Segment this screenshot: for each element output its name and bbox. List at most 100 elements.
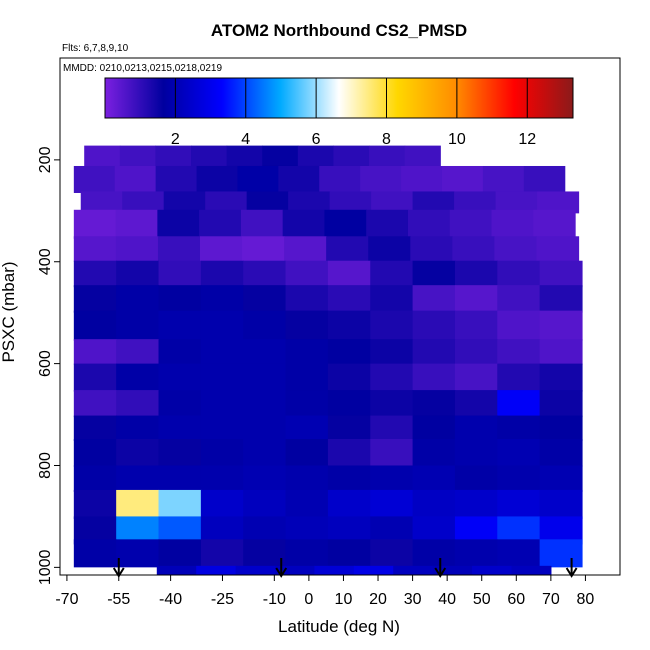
heatmap-cell xyxy=(114,165,157,193)
heatmap-cell xyxy=(73,260,117,288)
heatmap-cell xyxy=(73,539,117,568)
heatmap-cell xyxy=(116,285,160,313)
x-tick-label: -40 xyxy=(159,591,182,608)
heatmap-cell xyxy=(370,439,414,467)
x-tick-label: -55 xyxy=(107,591,130,608)
heatmap-cell xyxy=(533,209,576,239)
profile-marker-arrowhead xyxy=(275,567,288,578)
heatmap-cell xyxy=(441,165,484,193)
heatmap-cell xyxy=(539,363,583,392)
heatmap-cell xyxy=(536,236,580,262)
x-axis: -70 -55 -40 -25 -10 0 10 20 30 40 50 60 70 80 xyxy=(55,574,620,608)
heatmap-cell xyxy=(327,415,371,442)
heatmap-cell xyxy=(454,260,498,288)
heatmap-cell xyxy=(158,310,202,341)
heatmap-cell xyxy=(163,191,206,214)
colorbar-tick-label: 12 xyxy=(518,131,536,148)
heatmap-cell xyxy=(285,339,329,365)
heatmap-cell xyxy=(196,165,239,193)
heatmap-cell xyxy=(116,489,160,519)
heatmap-cell xyxy=(73,363,117,392)
heatmap-cell xyxy=(319,165,361,193)
heatmap-cell xyxy=(537,191,580,214)
heatmap-cell xyxy=(116,310,160,341)
heatmap-cell xyxy=(73,415,117,442)
heatmap-cell xyxy=(200,310,244,341)
heatmap-cell xyxy=(327,363,371,392)
heatmap-cell xyxy=(242,236,285,262)
heatmap-cell xyxy=(73,209,117,239)
heatmap-cell xyxy=(370,539,414,568)
heatmap-cell xyxy=(539,310,583,341)
heatmap-cell xyxy=(243,260,287,288)
heatmap-cell xyxy=(158,539,202,568)
heatmap-cell xyxy=(73,236,117,262)
heatmap-cell xyxy=(116,339,160,365)
heatmap-cell xyxy=(243,465,287,492)
heatmap-cell xyxy=(243,390,287,418)
heatmap-cell xyxy=(412,191,455,214)
heatmap-cell xyxy=(454,310,498,341)
heatmap-cell xyxy=(412,390,456,418)
colorbar-tick-label: 8 xyxy=(382,131,391,148)
heatmap-cell xyxy=(329,191,372,214)
heatmap-cell xyxy=(491,209,534,239)
heatmap-cell xyxy=(327,489,371,519)
heatmap-cell xyxy=(412,339,456,365)
colorbar-ticks: 2 4 6 8 10 12 xyxy=(171,78,536,148)
heatmap-cell xyxy=(495,191,538,214)
heatmap-cell xyxy=(237,165,279,193)
heatmap-cell xyxy=(282,209,326,239)
heatmap-cell xyxy=(246,191,289,214)
heatmap-cell xyxy=(200,260,244,288)
heatmap-cell xyxy=(412,285,456,313)
heatmap-cell xyxy=(243,539,287,568)
heatmap-cell xyxy=(200,439,244,467)
heatmap-cell xyxy=(497,539,541,568)
dates-label: MMDD: 0210,0213,0215,0218,0219 xyxy=(63,63,222,74)
heatmap-cell xyxy=(327,339,371,365)
heatmap-cell xyxy=(200,285,244,313)
heatmap-cell xyxy=(116,390,160,418)
heatmap-cell xyxy=(156,565,197,575)
heatmap-cell xyxy=(73,465,117,492)
y-tick-label: 400 xyxy=(37,248,54,275)
heatmap-cell xyxy=(200,363,244,392)
heatmap-cell xyxy=(326,236,369,262)
heatmap-cell xyxy=(454,415,498,442)
heatmap-cell xyxy=(285,285,329,313)
heatmap-cell xyxy=(370,415,414,442)
heatmap-cell xyxy=(454,390,498,418)
heatmap-cell xyxy=(353,565,394,575)
heatmap-cell xyxy=(497,439,541,467)
heatmap-cell xyxy=(122,191,165,214)
y-tick-label: 800 xyxy=(37,452,54,479)
heatmap-cell xyxy=(539,539,583,568)
heatmap-cell xyxy=(243,439,287,467)
heatmap-cell xyxy=(432,565,473,575)
heatmap-cell xyxy=(116,465,160,492)
y-tick-label: 600 xyxy=(37,350,54,377)
heatmap-cell xyxy=(327,285,371,313)
heatmap-cell xyxy=(497,489,541,519)
heatmap-cell xyxy=(412,539,456,568)
heatmap-cell xyxy=(454,191,497,214)
heatmap-cell xyxy=(511,565,552,575)
x-tick-label: 50 xyxy=(473,591,491,608)
heatmap-cell xyxy=(200,415,244,442)
heatmap-cell xyxy=(275,565,316,575)
heatmap-cell xyxy=(205,191,248,214)
heatmap-cell xyxy=(410,236,453,262)
colorbar-tick-label: 4 xyxy=(241,131,250,148)
heatmap-cell xyxy=(327,439,371,467)
heatmap-cell xyxy=(454,285,498,313)
heatmap-cell xyxy=(497,465,541,492)
heatmap-cell xyxy=(539,260,583,288)
x-tick-label: 80 xyxy=(577,591,595,608)
heatmap-cell xyxy=(196,565,237,575)
heatmap-cell xyxy=(285,363,329,392)
x-tick-label: 10 xyxy=(335,591,353,608)
x-tick-label: 40 xyxy=(438,591,456,608)
heatmap-cell xyxy=(200,489,244,519)
heatmap-cell xyxy=(412,260,456,288)
